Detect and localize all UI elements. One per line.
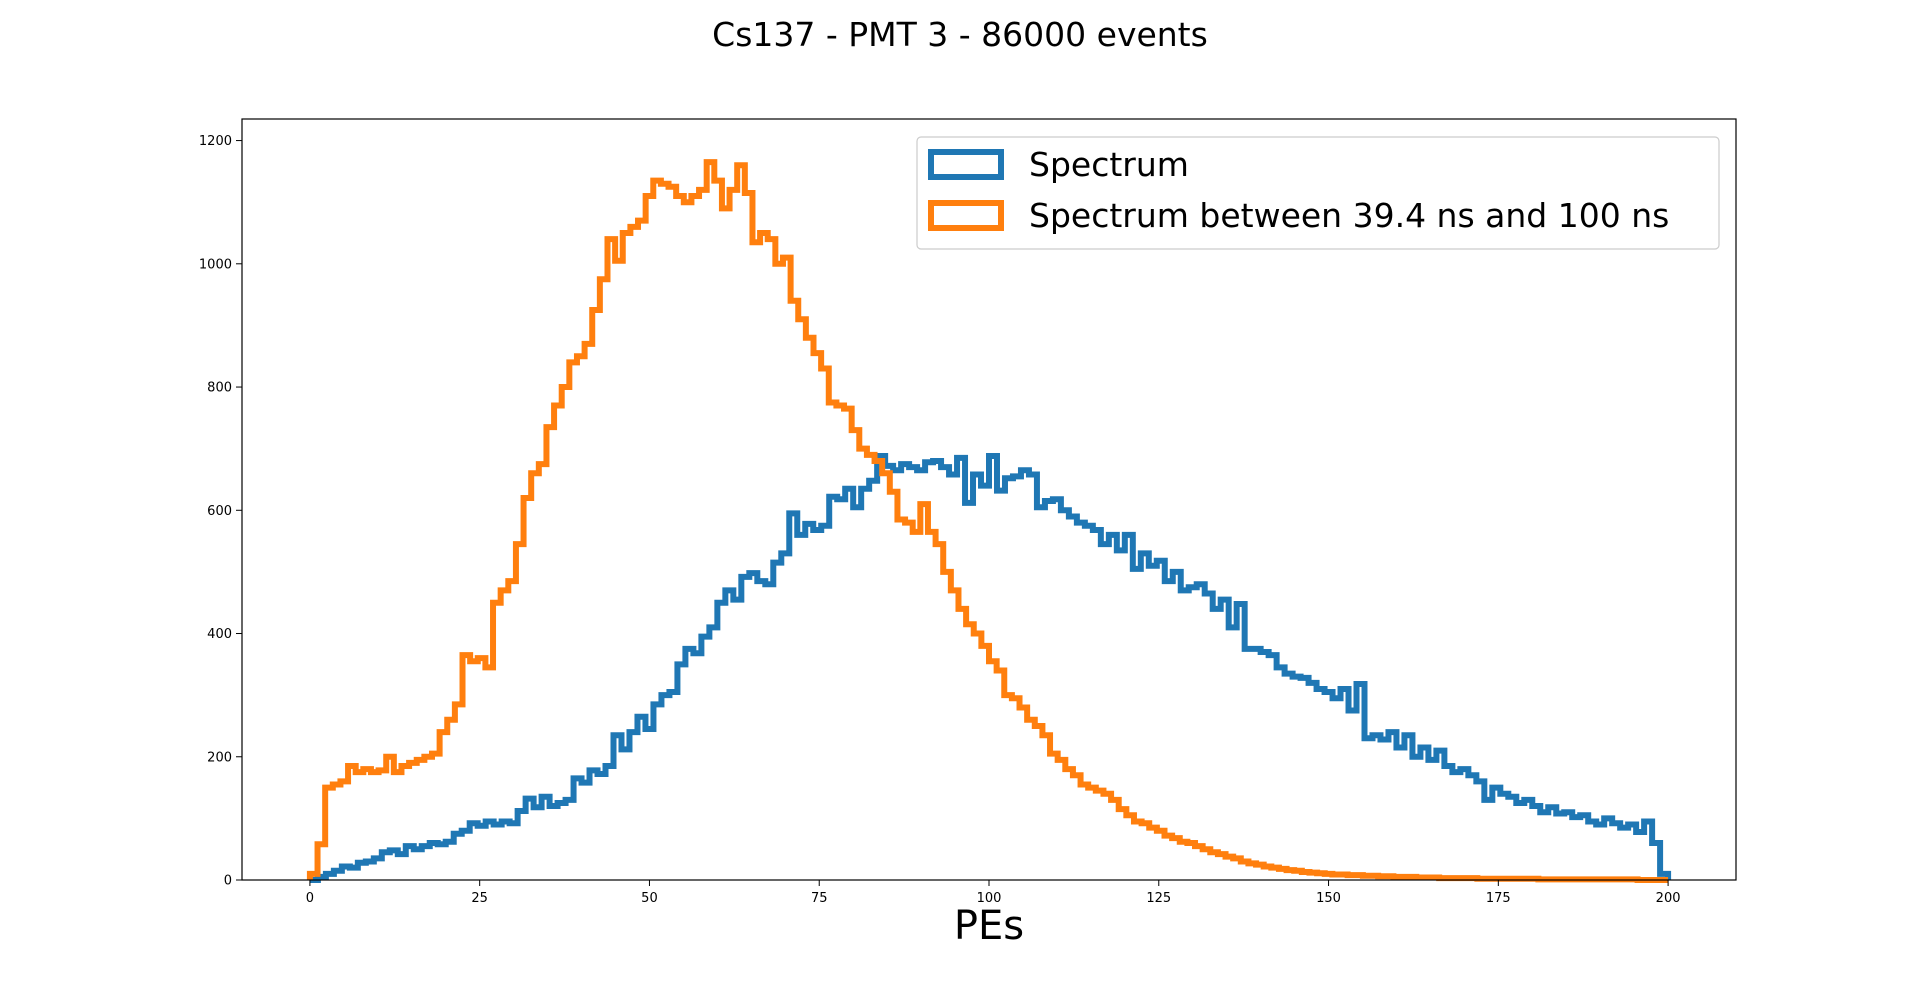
legend: Spectrum Spectrum between 39.4 ns and 10… [916,136,1720,250]
x-tick-label: 25 [471,891,488,906]
series-layer [306,159,1672,883]
y-tick-label: 1200 [199,134,232,149]
series-line-spectrum-window [306,159,1669,883]
y-tick-label: 0 [224,874,232,889]
y-tick-label: 600 [207,504,232,519]
y-axis: 0 200 400 600 800 1000 1200 [199,134,242,889]
legend-swatch-spectrum-window [928,200,1004,231]
y-tick-label: 200 [207,750,232,765]
y-tick-label: 400 [207,627,232,642]
legend-label-spectrum: Spectrum [1029,145,1189,184]
x-tick-label: 200 [1656,891,1681,906]
x-tick-label: 175 [1486,891,1511,906]
chart-title: Cs137 - PMT 3 - 86000 events [712,15,1208,54]
x-axis-label: PEs [954,903,1024,949]
y-tick-label: 1000 [199,257,232,272]
y-tick-label: 800 [207,381,232,396]
x-tick-label: 150 [1316,891,1341,906]
x-tick-label: 125 [1146,891,1171,906]
x-axis: 0 25 50 75 100 125 150 175 200 [306,880,1681,906]
legend-swatch-spectrum [928,149,1004,180]
x-tick-label: 50 [641,891,658,906]
x-tick-label: 100 [977,891,1002,906]
x-tick-label: 0 [306,891,314,906]
legend-label-spectrum-window: Spectrum between 39.4 ns and 100 ns [1029,196,1669,235]
series-line-spectrum [309,453,1672,883]
x-tick-label: 75 [811,891,828,906]
legend-frame [916,136,1720,250]
